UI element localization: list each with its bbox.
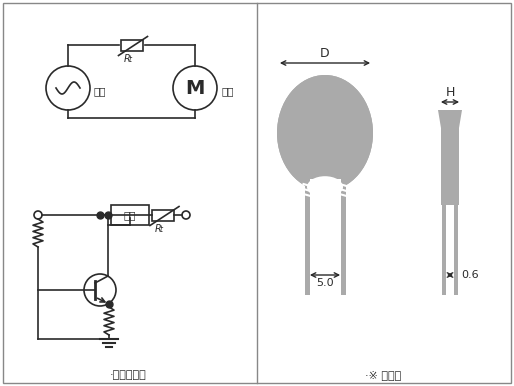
Bar [152, 210, 174, 220]
Ellipse shape [277, 75, 373, 191]
Text: D: D [320, 47, 330, 60]
Bar [111, 205, 149, 225]
Text: 负载: 负载 [124, 210, 136, 220]
Bar [304, 176, 309, 295]
Text: t: t [128, 56, 132, 64]
Text: t: t [160, 225, 163, 235]
Ellipse shape [307, 176, 343, 198]
Text: R: R [123, 54, 130, 64]
Bar [120, 39, 142, 51]
Text: 5.0: 5.0 [316, 278, 334, 288]
Text: R: R [155, 223, 162, 234]
Bar [340, 176, 345, 295]
Bar [309, 179, 340, 183]
Text: 电源: 电源 [93, 86, 105, 96]
Ellipse shape [277, 75, 373, 191]
Text: H: H [445, 86, 455, 99]
Bar [442, 205, 446, 295]
Text: M: M [186, 80, 205, 98]
Text: ·※ 外形图: ·※ 外形图 [365, 370, 401, 380]
Text: 马达: 马达 [221, 86, 233, 96]
Text: 0.6: 0.6 [461, 270, 479, 280]
Polygon shape [438, 110, 462, 128]
Bar [441, 128, 459, 205]
Text: ·应用示意图: ·应用示意图 [109, 370, 146, 380]
Bar [446, 205, 454, 295]
Bar [454, 205, 458, 295]
